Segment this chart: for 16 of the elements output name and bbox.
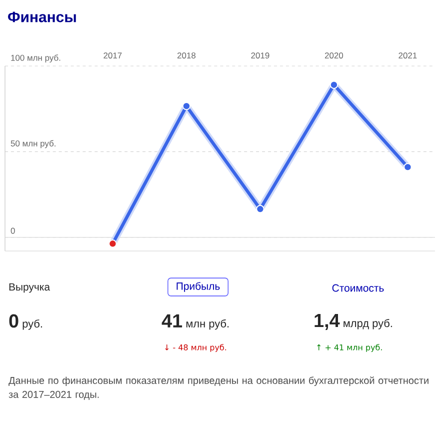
y-tick-label: 100 млн руб. (11, 54, 60, 62)
text: Данные по финансовым показателям приведены на основании бухгалтерской отчетности за 2017–2021 годы. (8, 376, 428, 400)
x-tick-label: 2017 (104, 52, 122, 58)
x-tick-label: 2020 (324, 52, 344, 58)
x-tick-label: 2019 (251, 52, 270, 58)
text: Стоимость (332, 284, 384, 292)
y-tick-label: 0 (10, 228, 15, 234)
text: Прибыль (176, 282, 220, 292)
y-tick-label: 50 млн руб. (10, 140, 56, 148)
text: 0 руб. (9, 314, 42, 330)
text: 1,4 млрд руб. (314, 314, 392, 330)
x-tick-label: 2018 (177, 52, 196, 58)
x-tick-label: 2021 (398, 52, 417, 58)
chart-title: Финансы (8, 12, 76, 22)
text: Выручка (9, 283, 50, 293)
text: 41 млн руб. (162, 314, 229, 330)
